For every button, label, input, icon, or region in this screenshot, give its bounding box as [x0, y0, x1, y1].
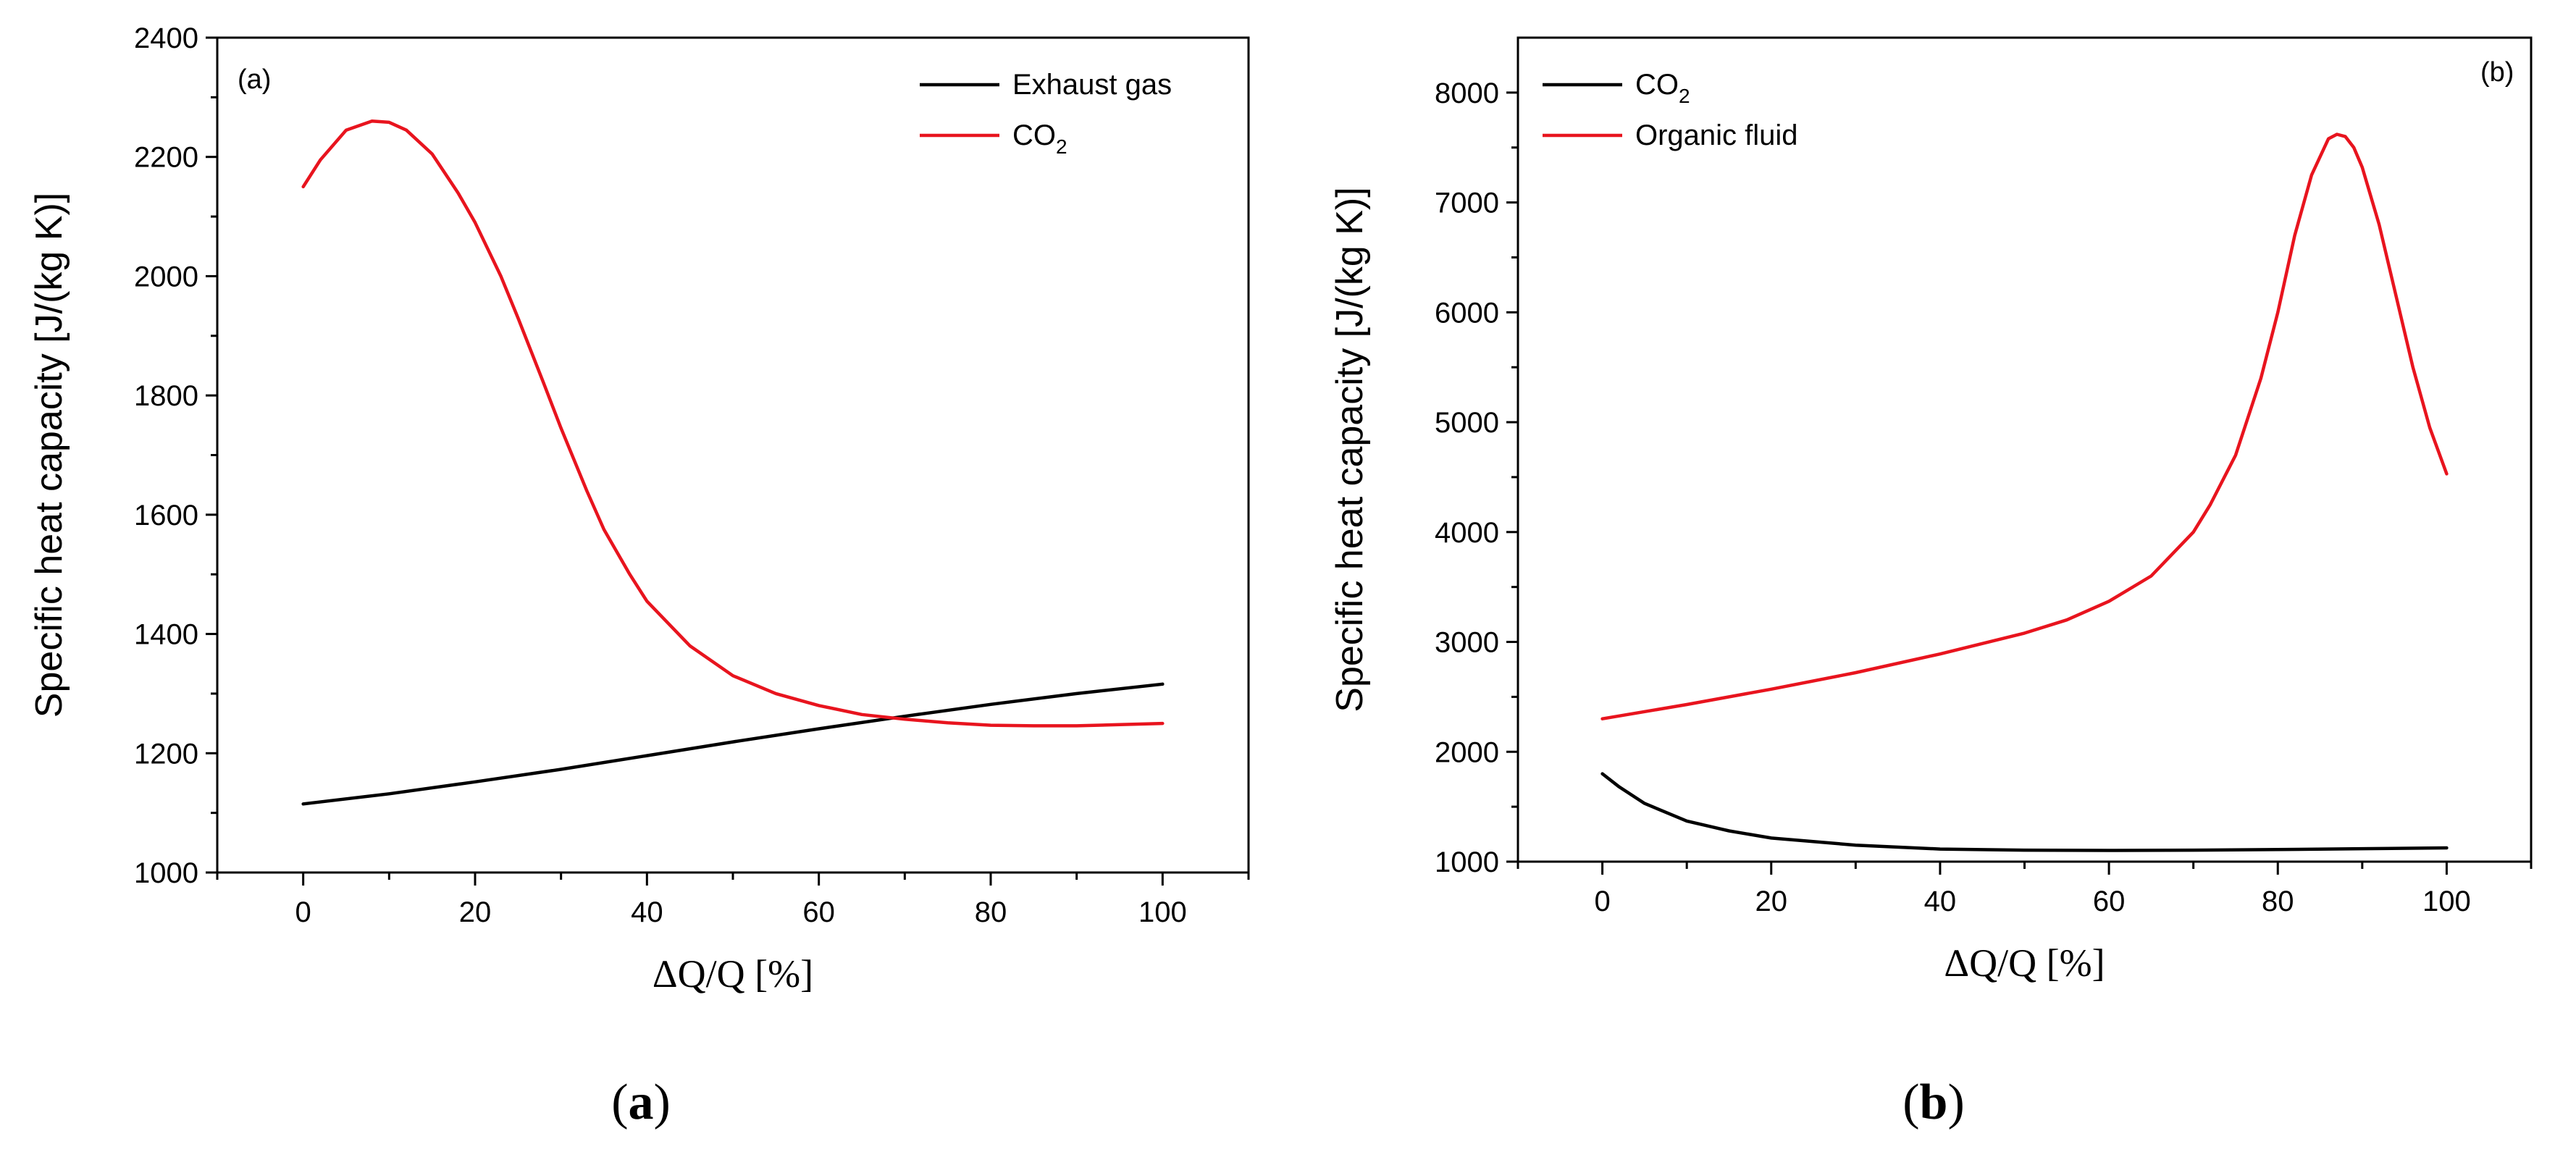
chart-panel-b: 1000 2000 3000 4000 5000 6000 7000 8000 0 20 40 60 8… [1329, 36, 2533, 1130]
series-line-organic-fluid [1600, 133, 2449, 720]
series-line-exhaust-gas [301, 682, 1165, 806]
y-tick-label: 1000 [1435, 846, 1499, 878]
legend-label-subscript: 2 [1679, 85, 1690, 107]
figure-caption: (a) [611, 1075, 671, 1130]
x-tick-label: 80 [975, 896, 1007, 928]
panel-tag: (b) [2480, 57, 2514, 88]
x-tick-label: 0 [295, 896, 311, 928]
y-tick-label: 7000 [1435, 188, 1499, 219]
caption-close: ) [654, 1075, 671, 1130]
x-tick-label: 40 [1924, 886, 1957, 917]
caption-close: ) [1947, 1075, 1964, 1130]
y-tick-label: 5000 [1435, 407, 1499, 439]
y-tick-label: 1800 [134, 380, 198, 412]
y-tick-label: 4000 [1435, 517, 1499, 549]
y-tick-label: 1600 [134, 500, 198, 531]
y-tick-label: 2000 [134, 261, 198, 293]
chart-panel-a: 1000 1200 1400 1600 1800 2000 2200 2400 0 20 40 60 8… [28, 22, 1250, 1130]
legend-label: Exhaust gas [1012, 69, 1172, 101]
x-tick-label: 0 [1594, 886, 1610, 917]
x-tick-label: 80 [2262, 886, 2294, 917]
x-axis-label: ΔQ/Q [%] [1944, 941, 2105, 985]
plot-frame [216, 36, 1250, 874]
legend-label-main: CO [1635, 69, 1679, 101]
legend-label: CO2 [1635, 69, 1690, 107]
legend-label: Organic fluid [1635, 119, 1798, 151]
legend-label: CO2 [1012, 119, 1067, 158]
y-tick-label: 8000 [1435, 77, 1499, 109]
caption-letter: b [1920, 1075, 1948, 1130]
x-tick-label: 60 [802, 896, 835, 928]
legend-label-subscript: 2 [1056, 135, 1067, 158]
y-tick-label: 1000 [134, 857, 198, 889]
x-tick-label: 60 [2093, 886, 2126, 917]
panel-tag: (a) [238, 64, 271, 95]
y-tick-label: 2400 [134, 22, 198, 54]
x-tick-label: 100 [2422, 886, 2471, 917]
x-tick-label: 20 [459, 896, 492, 928]
y-tick-label: 6000 [1435, 297, 1499, 329]
caption-open: ( [611, 1075, 628, 1130]
x-tick-label: 100 [1138, 896, 1187, 928]
x-tick-label: 40 [631, 896, 663, 928]
legend-label-main: CO [1012, 119, 1056, 151]
series-line-co2 [301, 119, 1165, 728]
x-tick-label: 20 [1755, 886, 1788, 917]
plot-frame [1516, 36, 2533, 863]
y-tick-label: 1400 [134, 619, 198, 651]
y-tick-label: 1200 [134, 738, 198, 770]
y-tick-label: 2000 [1435, 736, 1499, 768]
x-axis-label: ΔQ/Q [%] [653, 952, 813, 996]
y-axis-label: Specific heat capacity [J/(kg K)] [1329, 187, 1371, 712]
caption-open: ( [1902, 1075, 1919, 1130]
y-tick-label: 2200 [134, 142, 198, 174]
caption-letter: a [629, 1075, 654, 1130]
series-line-co2 [1600, 772, 2449, 852]
y-tick-label: 3000 [1435, 627, 1499, 659]
figure-caption: (b) [1902, 1075, 1965, 1130]
y-axis-label: Specific heat capacity [J/(kg K)] [28, 193, 70, 718]
